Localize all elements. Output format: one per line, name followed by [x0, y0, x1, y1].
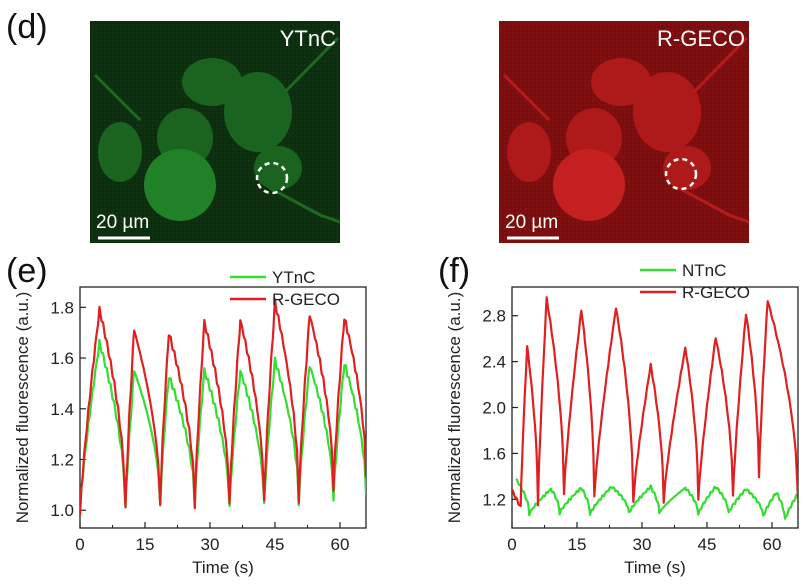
scalebar-label: 20 µm — [505, 212, 558, 233]
cell-body — [553, 149, 625, 221]
series-line-r-geco — [512, 297, 798, 506]
y-tick-label: 2.4 — [482, 353, 506, 372]
rgeco-micrograph: 20 µm R-GECO — [499, 21, 749, 243]
y-tick-label: 2.8 — [482, 307, 506, 326]
y-tick-label: 1.0 — [50, 501, 74, 520]
scalebar-label: 20 µm — [96, 212, 149, 233]
image-label: YTnC — [280, 26, 336, 51]
x-tick-label: 0 — [507, 535, 516, 554]
x-tick-label: 45 — [698, 535, 717, 554]
y-tick-label: 2.0 — [482, 399, 506, 418]
series-line-ntnc — [516, 479, 798, 519]
legend-label: NTnC — [682, 261, 726, 280]
x-axis-label: Time (s) — [192, 558, 254, 577]
cell-body — [98, 122, 142, 182]
x-tick-label: 30 — [633, 535, 652, 554]
y-tick-label: 1.6 — [482, 444, 506, 463]
x-tick-label: 60 — [763, 535, 782, 554]
cell-body — [507, 122, 551, 182]
plot-frame — [80, 287, 366, 528]
series-line-r-geco — [80, 299, 366, 515]
y-tick-label: 1.8 — [50, 298, 74, 317]
x-tick-label: 15 — [568, 535, 587, 554]
y-tick-label: 1.6 — [50, 349, 74, 368]
image-label: R-GECO — [657, 26, 745, 51]
legend-label: R-GECO — [272, 290, 340, 309]
cell-body — [224, 72, 292, 152]
y-axis-label: Normalized fluorescence (a.u.) — [445, 292, 464, 523]
y-tick-label: 1.2 — [50, 451, 74, 470]
x-tick-label: 30 — [201, 535, 220, 554]
x-tick-label: 15 — [136, 535, 155, 554]
y-tick-label: 1.2 — [482, 490, 506, 509]
y-tick-label: 1.4 — [50, 400, 74, 419]
x-tick-label: 45 — [266, 535, 285, 554]
y-axis-label: Normalized fluorescence (a.u.) — [13, 292, 32, 523]
cell-body — [633, 72, 701, 152]
ytnc-micrograph: 20 µm YTnC — [90, 21, 340, 243]
legend-label: YTnC — [272, 268, 315, 287]
legend-label: R-GECO — [682, 283, 750, 302]
panel-label-f: (f) — [438, 252, 470, 290]
chart-e: 0 15 30 45 60 1.0 1.2 1.4 1.6 1.8 Time (s) Normaliz… — [13, 268, 366, 577]
x-axis-label: Time (s) — [624, 558, 686, 577]
chart-f: 0 15 30 45 60 1.2 1.6 2.0 2.4 2.8 Time (s) Normaliz… — [445, 261, 798, 577]
cell-body — [144, 149, 216, 221]
panel-label-d: (d) — [6, 8, 48, 46]
x-tick-label: 0 — [75, 535, 84, 554]
x-tick-label: 60 — [331, 535, 350, 554]
panel-label-e: (e) — [6, 252, 48, 290]
